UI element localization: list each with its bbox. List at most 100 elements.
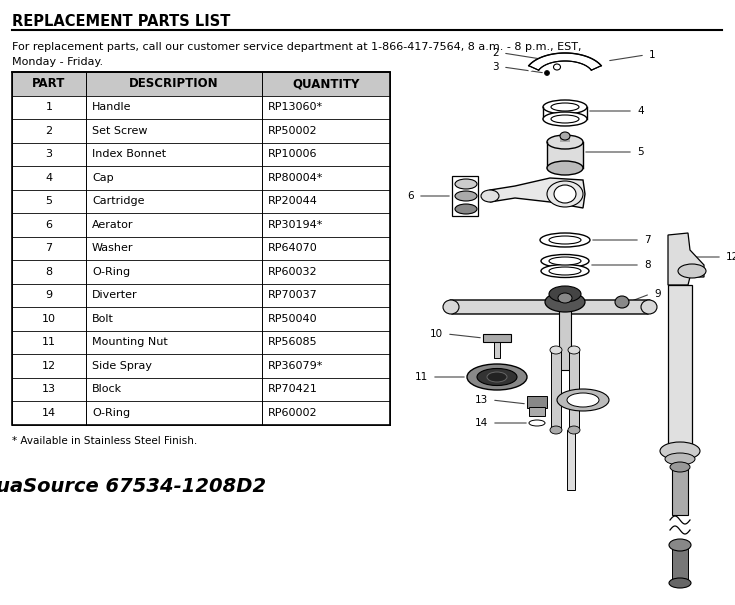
- Ellipse shape: [568, 346, 580, 354]
- Text: 7: 7: [644, 235, 650, 245]
- Ellipse shape: [547, 135, 583, 149]
- Ellipse shape: [467, 364, 527, 390]
- Text: 2: 2: [492, 48, 499, 58]
- Ellipse shape: [669, 539, 691, 551]
- Text: 4: 4: [637, 106, 644, 116]
- Ellipse shape: [568, 426, 580, 434]
- Ellipse shape: [560, 132, 570, 140]
- Text: Aerator: Aerator: [92, 220, 134, 230]
- Bar: [672, 547, 688, 583]
- Text: Handle: Handle: [92, 102, 132, 113]
- Ellipse shape: [554, 185, 576, 203]
- Ellipse shape: [557, 389, 609, 411]
- Bar: [672, 465, 688, 515]
- Text: PART: PART: [32, 77, 65, 90]
- Text: 7: 7: [46, 243, 53, 253]
- Ellipse shape: [549, 236, 581, 244]
- Text: 1: 1: [46, 102, 52, 113]
- Ellipse shape: [678, 264, 706, 278]
- Text: 3: 3: [46, 149, 52, 159]
- Polygon shape: [450, 300, 650, 314]
- Ellipse shape: [545, 292, 585, 312]
- Ellipse shape: [550, 426, 562, 434]
- Ellipse shape: [545, 71, 550, 76]
- Text: 4: 4: [46, 173, 53, 183]
- Text: Cartridge: Cartridge: [92, 196, 145, 206]
- Bar: [560, 136, 570, 142]
- Text: RP20044: RP20044: [268, 196, 318, 206]
- Text: O-Ring: O-Ring: [92, 267, 130, 276]
- Ellipse shape: [665, 453, 695, 465]
- Text: 5: 5: [637, 147, 644, 157]
- Text: 13: 13: [475, 395, 488, 405]
- Text: Cap: Cap: [92, 173, 114, 183]
- Text: RP50040: RP50040: [268, 314, 318, 324]
- Ellipse shape: [541, 264, 589, 278]
- Bar: [452, 176, 478, 216]
- Text: 10: 10: [42, 314, 56, 324]
- Polygon shape: [668, 233, 704, 285]
- Ellipse shape: [543, 100, 587, 114]
- Ellipse shape: [549, 257, 581, 265]
- Text: 12: 12: [726, 252, 735, 262]
- Text: RP80004*: RP80004*: [268, 173, 323, 183]
- Text: 3: 3: [492, 62, 499, 72]
- Text: 9: 9: [654, 289, 661, 299]
- Ellipse shape: [615, 296, 629, 308]
- Text: 11: 11: [42, 337, 56, 347]
- Bar: [668, 285, 692, 455]
- Bar: [527, 396, 547, 408]
- Text: AquaSource 67534-1208D2: AquaSource 67534-1208D2: [0, 477, 267, 495]
- Ellipse shape: [540, 233, 590, 247]
- Text: DESCRIPTION: DESCRIPTION: [129, 77, 219, 90]
- Text: RP10006: RP10006: [268, 149, 318, 159]
- Ellipse shape: [547, 161, 583, 175]
- Text: 13: 13: [42, 384, 56, 394]
- Bar: [483, 334, 511, 342]
- Ellipse shape: [550, 346, 562, 354]
- Text: Bolt: Bolt: [92, 314, 114, 324]
- Text: Monday - Friday.: Monday - Friday.: [12, 57, 103, 67]
- Text: 10: 10: [430, 329, 443, 339]
- Ellipse shape: [455, 204, 477, 214]
- Text: RP70421: RP70421: [268, 384, 318, 394]
- Bar: [559, 300, 571, 370]
- Ellipse shape: [641, 300, 657, 314]
- Text: 8: 8: [644, 260, 650, 270]
- Ellipse shape: [547, 181, 583, 207]
- Text: 6: 6: [46, 220, 52, 230]
- Ellipse shape: [670, 462, 690, 472]
- Text: REPLACEMENT PARTS LIST: REPLACEMENT PARTS LIST: [12, 14, 230, 29]
- Text: 12: 12: [42, 361, 56, 371]
- Text: Side Spray: Side Spray: [92, 361, 152, 371]
- Bar: [551, 350, 561, 430]
- Bar: [543, 107, 587, 119]
- Ellipse shape: [529, 420, 545, 426]
- Ellipse shape: [443, 300, 459, 314]
- Text: * Available in Stainless Steel Finish.: * Available in Stainless Steel Finish.: [12, 436, 197, 446]
- Bar: [12, 72, 390, 425]
- Text: 1: 1: [649, 50, 656, 60]
- Polygon shape: [490, 178, 585, 208]
- Text: RP13060*: RP13060*: [268, 102, 323, 113]
- Bar: [494, 342, 500, 358]
- Ellipse shape: [549, 286, 581, 302]
- Text: 11: 11: [415, 372, 428, 382]
- Ellipse shape: [549, 267, 581, 275]
- Ellipse shape: [558, 293, 572, 303]
- Text: Diverter: Diverter: [92, 290, 137, 300]
- Ellipse shape: [477, 368, 517, 385]
- Text: For replacement parts, call our customer service department at 1-866-417-7564, 8: For replacement parts, call our customer…: [12, 42, 581, 52]
- Text: 6: 6: [407, 191, 414, 201]
- Ellipse shape: [567, 393, 599, 407]
- Ellipse shape: [551, 103, 579, 111]
- Text: 9: 9: [46, 290, 53, 300]
- Text: RP60032: RP60032: [268, 267, 318, 276]
- Text: 14: 14: [475, 418, 488, 428]
- Ellipse shape: [455, 179, 477, 189]
- Ellipse shape: [541, 255, 589, 267]
- Polygon shape: [528, 53, 601, 70]
- Ellipse shape: [455, 191, 477, 201]
- Text: Mounting Nut: Mounting Nut: [92, 337, 168, 347]
- Bar: [529, 407, 545, 416]
